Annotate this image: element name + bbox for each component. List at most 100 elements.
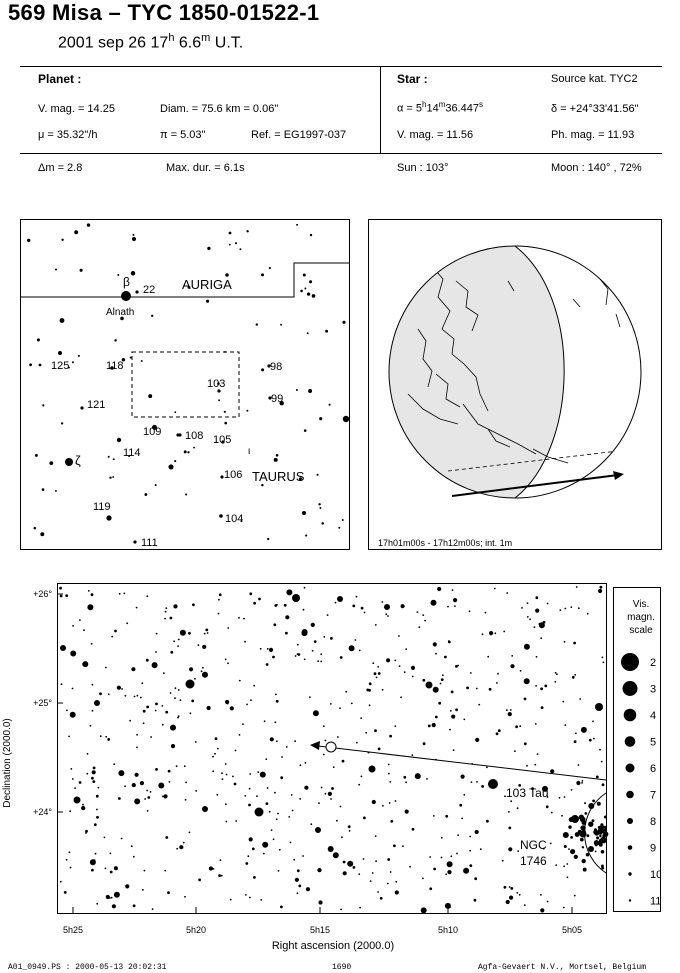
- star-dot: [91, 709, 94, 712]
- star-dot: [558, 797, 561, 799]
- star-dot: [90, 642, 93, 645]
- star-dot: [487, 655, 490, 658]
- star-dot: [559, 609, 562, 611]
- star-dot: [97, 786, 100, 789]
- star-dot: [429, 856, 432, 858]
- star-dot: [87, 590, 90, 592]
- track-edge-top: [447, 450, 619, 472]
- star-dot: [232, 775, 234, 778]
- star-dot: [202, 666, 204, 669]
- star-dot: [306, 332, 309, 335]
- star-dot: [438, 701, 442, 705]
- star-dot: [253, 684, 256, 687]
- star-dot: [184, 798, 187, 801]
- label-98: 98: [270, 361, 282, 373]
- star-dot: [135, 606, 138, 609]
- star-dot: [118, 797, 121, 800]
- star-dot: [299, 764, 302, 767]
- star-dot: [494, 632, 497, 635]
- star-dot: [83, 629, 85, 632]
- star-dot: [154, 709, 157, 712]
- star-dot: [96, 808, 98, 811]
- legend-label-mag-7: 7: [650, 790, 656, 802]
- star-dot: [107, 738, 111, 741]
- star-dot: [531, 787, 534, 791]
- star-dot: [175, 765, 178, 768]
- star-dot: [142, 709, 146, 713]
- star-dot: [389, 871, 392, 873]
- star-dot: [177, 638, 180, 641]
- star-dot: [99, 692, 102, 696]
- star-dot: [134, 798, 141, 805]
- star-dot: [114, 629, 117, 633]
- star-dot: [387, 615, 389, 617]
- star-dot: [377, 891, 379, 893]
- star-dot: [161, 795, 164, 798]
- cluster-star: [581, 846, 585, 849]
- cluster-star: [600, 836, 607, 842]
- star-dot: [60, 645, 66, 651]
- star-dot: [470, 781, 473, 783]
- cluster-star: [570, 849, 576, 855]
- star-dot: [205, 628, 209, 632]
- star-dot: [440, 678, 444, 681]
- star-dot: [442, 674, 444, 676]
- star-dot: [238, 616, 240, 619]
- star-dot: [588, 803, 595, 809]
- star-dot: [68, 735, 70, 738]
- star-dot: [179, 699, 182, 701]
- star-dot: [219, 514, 223, 518]
- label-103: 103: [207, 378, 225, 390]
- star-dot: [404, 809, 409, 814]
- star-dot: [544, 684, 548, 688]
- star-dot: [371, 799, 376, 805]
- star-dot: [506, 592, 509, 594]
- star-dot: [411, 827, 415, 831]
- star-dot: [173, 640, 176, 643]
- star-dot: [320, 653, 323, 656]
- star-dot: [332, 852, 339, 859]
- star-dot: [450, 690, 454, 694]
- star-dot: [311, 649, 314, 652]
- star-dot: [427, 724, 431, 728]
- star-dot: [475, 737, 480, 742]
- star-dot: [142, 888, 144, 891]
- star-dot: [116, 437, 122, 443]
- star-dot: [570, 606, 573, 608]
- star-dot: [170, 650, 174, 654]
- star-dot: [510, 887, 514, 890]
- star-dot: [466, 686, 469, 690]
- star-dot: [104, 867, 107, 870]
- star-dot: [496, 682, 498, 684]
- star-dot: [311, 294, 316, 298]
- star-dot: [202, 644, 207, 649]
- star-dot: [481, 633, 484, 636]
- star-dot: [296, 223, 299, 226]
- star-dot: [523, 742, 527, 746]
- star-dot: [309, 696, 311, 698]
- star-dot: [136, 746, 138, 749]
- star-dot: [473, 898, 477, 902]
- star-dot: [341, 836, 343, 839]
- star-dot: [497, 672, 499, 675]
- star-dot: [109, 897, 111, 899]
- legend-label-mag-2: 2: [650, 657, 656, 669]
- star-dot: [540, 908, 545, 913]
- star-dot: [128, 454, 131, 458]
- cluster-star: [563, 845, 567, 848]
- star-dot: [508, 826, 512, 830]
- star-dot: [308, 389, 313, 393]
- star-dot: [535, 655, 538, 658]
- star-dot: [170, 724, 176, 731]
- star-dot: [278, 848, 281, 851]
- star-dot: [534, 723, 537, 725]
- star-dot: [317, 868, 322, 873]
- star-dot: [224, 421, 228, 425]
- star-dot: [455, 665, 458, 668]
- star-dot: [221, 440, 225, 444]
- star-dot: [501, 859, 504, 862]
- star-dot: [144, 798, 147, 800]
- star-dot: [227, 662, 229, 665]
- bright-star: [595, 703, 603, 711]
- cluster-star: [593, 840, 600, 846]
